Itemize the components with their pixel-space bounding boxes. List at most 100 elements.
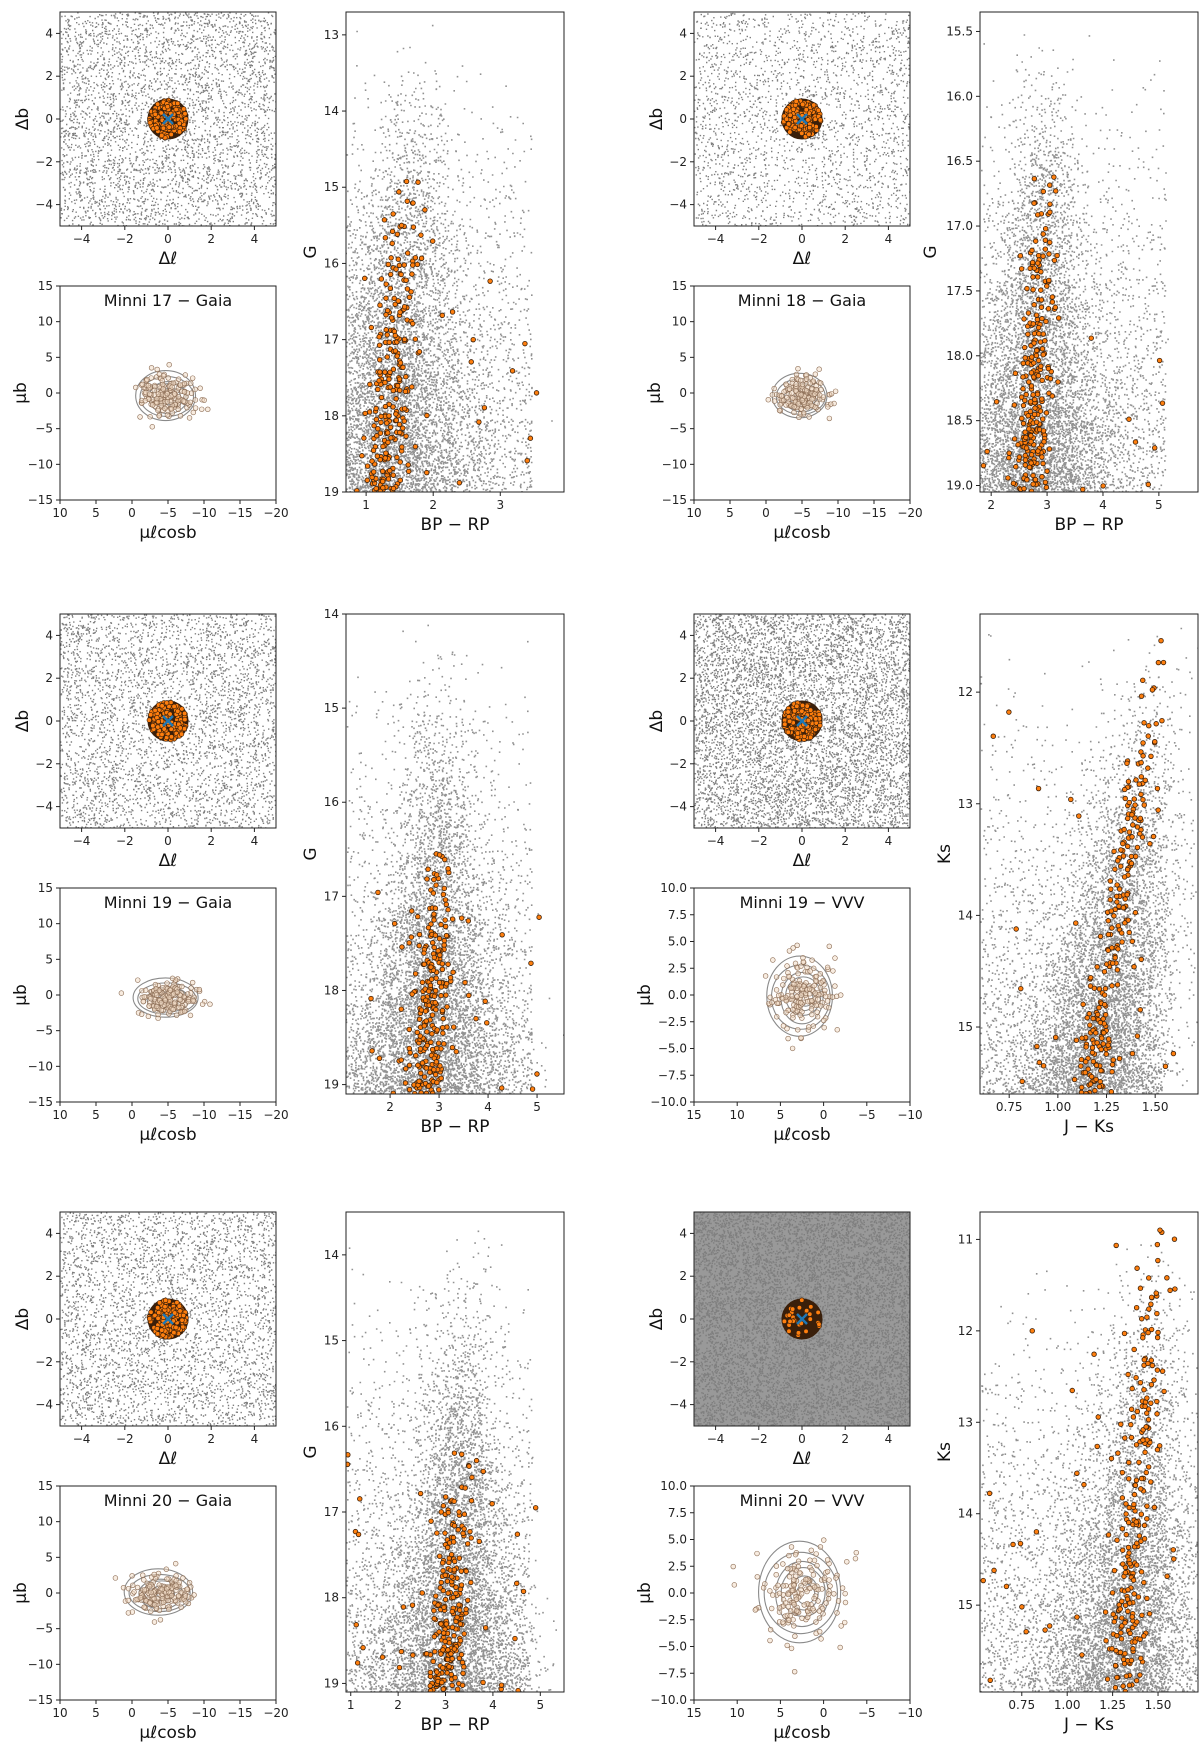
pm-point bbox=[785, 964, 790, 969]
member-star bbox=[457, 1603, 462, 1608]
y-tick-label: 12 bbox=[958, 1324, 973, 1338]
member-star bbox=[992, 1568, 997, 1573]
x-tick-label: 4 bbox=[251, 232, 259, 246]
member-star bbox=[386, 477, 391, 482]
member-star bbox=[1032, 302, 1037, 307]
x-tick-label: −5 bbox=[858, 1108, 876, 1122]
member-star bbox=[430, 1031, 435, 1036]
member-star bbox=[791, 107, 796, 112]
pm-point bbox=[819, 387, 824, 392]
pm-point bbox=[825, 965, 830, 970]
y-tick-label: 7.5 bbox=[668, 908, 687, 922]
x-tick-label: 0 bbox=[128, 1108, 136, 1122]
pm-point bbox=[831, 1591, 836, 1596]
pm-point bbox=[143, 988, 148, 993]
x-tick-label: −10 bbox=[191, 1108, 216, 1122]
member-star bbox=[469, 1536, 474, 1541]
member-star bbox=[1079, 1057, 1084, 1062]
pm-point bbox=[138, 1595, 143, 1600]
member-star bbox=[1115, 1675, 1120, 1680]
member-star bbox=[395, 354, 400, 359]
y-axis-label: Δb bbox=[647, 1308, 667, 1330]
pm-point bbox=[126, 1598, 131, 1603]
member-star bbox=[410, 263, 415, 268]
member-star bbox=[452, 1559, 457, 1564]
member-star bbox=[1112, 849, 1117, 854]
member-star bbox=[1031, 392, 1036, 397]
pm-point bbox=[145, 377, 150, 382]
member-star bbox=[148, 120, 153, 125]
member-star bbox=[1040, 378, 1045, 383]
member-star bbox=[1081, 1002, 1086, 1007]
member-star bbox=[147, 718, 152, 723]
member-star bbox=[1127, 830, 1132, 835]
member-star bbox=[456, 1527, 461, 1532]
x-tick-label: −5 bbox=[159, 1108, 177, 1122]
member-star bbox=[808, 735, 813, 740]
member-star bbox=[1024, 435, 1029, 440]
y-axis-label: Δb bbox=[13, 710, 33, 732]
member-star bbox=[1113, 867, 1118, 872]
pm-point bbox=[183, 373, 188, 378]
member-star bbox=[156, 1316, 161, 1321]
member-star bbox=[1146, 1417, 1151, 1422]
y-tick-label: −10 bbox=[28, 1059, 53, 1073]
pm-point bbox=[168, 988, 173, 993]
member-star bbox=[423, 998, 428, 1003]
member-star bbox=[1152, 1505, 1157, 1510]
member-star bbox=[1018, 986, 1023, 991]
member-star bbox=[1136, 1595, 1141, 1600]
member-star bbox=[449, 1652, 454, 1657]
pm-point bbox=[146, 1014, 151, 1019]
member-star bbox=[1130, 939, 1135, 944]
member-star bbox=[813, 727, 818, 732]
pm-point bbox=[130, 1573, 135, 1578]
pm-point bbox=[798, 1000, 803, 1005]
member-star bbox=[439, 922, 444, 927]
pm-point bbox=[825, 999, 830, 1004]
member-star bbox=[452, 1567, 457, 1572]
member-star bbox=[1034, 313, 1039, 318]
pm-point bbox=[793, 961, 798, 966]
member-star bbox=[1079, 1085, 1084, 1090]
member-star bbox=[369, 996, 374, 1001]
member-star bbox=[172, 1330, 177, 1335]
member-star bbox=[175, 101, 180, 106]
member-star bbox=[1127, 1683, 1132, 1688]
member-star bbox=[433, 1000, 438, 1005]
member-star bbox=[1080, 1036, 1085, 1041]
pm-point bbox=[182, 1009, 187, 1014]
member-star bbox=[1098, 1020, 1103, 1025]
pm-point bbox=[132, 1590, 137, 1595]
member-star bbox=[1126, 1460, 1131, 1465]
member-star bbox=[1094, 1077, 1099, 1082]
member-star bbox=[1130, 835, 1135, 840]
pm-point bbox=[782, 389, 787, 394]
member-star bbox=[807, 125, 812, 130]
member-star bbox=[377, 343, 382, 348]
member-star bbox=[1044, 319, 1049, 324]
member-star bbox=[442, 857, 447, 862]
member-star bbox=[1033, 239, 1038, 244]
member-star bbox=[1083, 1070, 1088, 1075]
pm-point bbox=[787, 974, 792, 979]
member-star bbox=[432, 994, 437, 999]
x-tick-label: 1 bbox=[362, 498, 370, 512]
member-star bbox=[182, 711, 187, 716]
member-star bbox=[443, 1573, 448, 1578]
member-star bbox=[1036, 449, 1041, 454]
member-star bbox=[1079, 1064, 1084, 1069]
pm-point bbox=[152, 1596, 157, 1601]
y-tick-label: 10 bbox=[38, 1515, 53, 1529]
pm-point bbox=[815, 1014, 820, 1019]
member-star bbox=[415, 914, 420, 919]
member-star bbox=[1034, 353, 1039, 358]
member-star bbox=[1113, 1663, 1118, 1668]
pm-point bbox=[177, 1580, 182, 1585]
member-star bbox=[402, 406, 407, 411]
pm-point bbox=[799, 1591, 804, 1596]
member-star bbox=[1162, 1389, 1167, 1394]
y-tick-label: 15 bbox=[324, 1334, 339, 1348]
member-star bbox=[994, 399, 999, 404]
